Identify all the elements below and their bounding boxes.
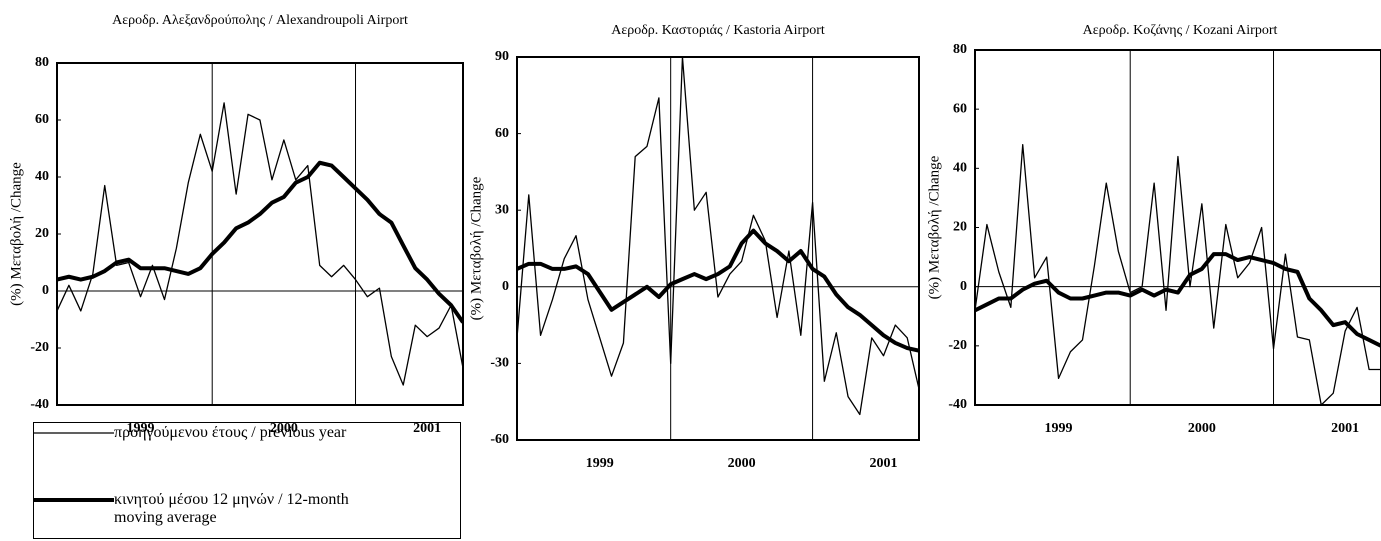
plot-frame [974, 49, 1381, 406]
series-line [975, 144, 1381, 405]
y-tick-label: -20 [30, 340, 49, 355]
legend-entry: προηγούμενου έτους / previous year [34, 424, 434, 444]
y-tick-label: 80 [35, 55, 49, 70]
y-tick-label: -30 [490, 356, 509, 371]
series-line [517, 57, 919, 416]
y-tick-label: 40 [953, 161, 967, 176]
series-line [57, 102, 463, 386]
y-tick-label: -40 [30, 397, 49, 412]
plot [57, 63, 463, 405]
y-tick-label: 20 [953, 220, 967, 235]
chart-title: Αεροδρ. Αλεξανδρούπολης / Alexandroupoli… [112, 13, 408, 28]
legend-swatch [34, 432, 114, 434]
y-tick-label: 20 [35, 226, 49, 241]
y-axis-label: (%) Μεταβολή /Change [8, 162, 24, 306]
legend-entry: κινητού μέσου 12 μηνών / 12-month moving… [34, 491, 374, 527]
y-tick-label: -20 [948, 338, 967, 353]
x-tick-label: 1999 [1045, 421, 1073, 436]
chart-title: Αεροδρ. Καστοριάς / Kastoria Airport [611, 23, 825, 38]
y-tick-label: -40 [948, 397, 967, 412]
y-tick-label: 0 [42, 283, 49, 298]
y-axis-label: (%) Μεταβολή /Change [926, 155, 942, 299]
y-tick-label: 60 [495, 126, 509, 141]
legend-label: κινητού μέσου 12 μηνών / 12-month moving… [114, 491, 349, 526]
x-tick-label: 1999 [127, 421, 155, 436]
series-line [517, 228, 919, 353]
plot-frame [516, 56, 920, 441]
chart-title: Αεροδρ. Κοζάνης / Kozani Airport [1082, 23, 1278, 38]
series-line [975, 252, 1381, 348]
plot [517, 57, 919, 440]
x-tick-label: 2001 [413, 421, 441, 436]
plot [975, 50, 1381, 405]
y-tick-label: 60 [953, 101, 967, 116]
y-axis-label: (%) Μεταβολή /Change [468, 176, 484, 320]
y-tick-label: 0 [502, 279, 509, 294]
y-tick-label: 60 [35, 112, 49, 127]
x-tick-label: 2001 [1331, 421, 1359, 436]
series-line [57, 160, 463, 324]
legend-label: προηγούμενου έτους / previous year [114, 424, 347, 441]
x-tick-label: 2000 [270, 421, 298, 436]
x-tick-label: 2000 [1188, 421, 1216, 436]
x-tick-label: 2001 [870, 456, 898, 471]
x-tick-label: 2000 [728, 456, 756, 471]
y-tick-label: 40 [35, 169, 49, 184]
y-tick-label: 80 [953, 42, 967, 57]
y-tick-label: 30 [495, 202, 509, 217]
legend-swatch [34, 498, 114, 502]
legend: προηγούμενου έτους / previous year κινητ… [33, 422, 461, 539]
y-tick-label: 0 [960, 279, 967, 294]
plot-frame [56, 62, 464, 406]
y-tick-label: -60 [490, 432, 509, 447]
x-tick-label: 1999 [586, 456, 614, 471]
y-tick-label: 90 [495, 49, 509, 64]
